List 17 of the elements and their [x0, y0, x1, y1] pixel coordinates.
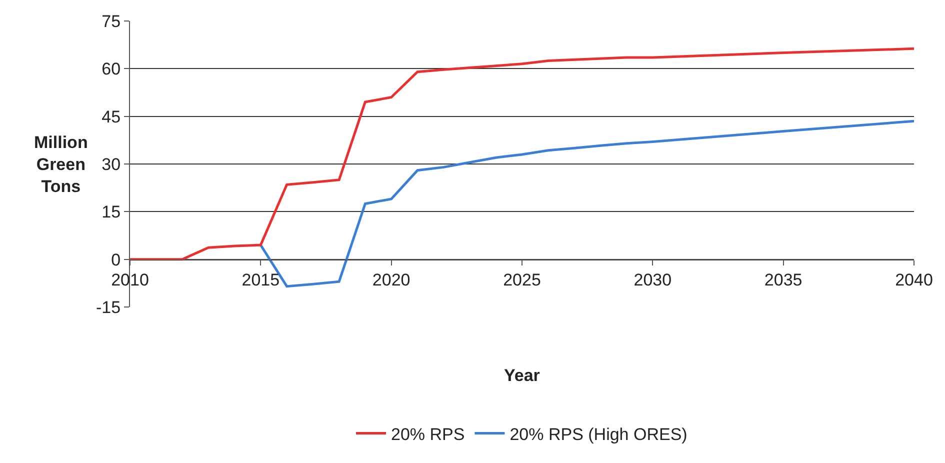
legend-label: 20% RPS (High ORES): [510, 424, 688, 444]
x-tick-label: 2030: [634, 270, 672, 290]
y-tick-label: 0: [111, 250, 121, 270]
x-tick-label: 2020: [372, 270, 410, 290]
y-tick-label: -15: [96, 298, 121, 317]
x-tick-label: 2035: [764, 270, 802, 290]
x-tick-label: 2040: [895, 270, 933, 290]
y-tick-label: 15: [102, 202, 121, 222]
y-axis-title: Million Green Tons: [34, 133, 88, 196]
y-tick-label: 60: [102, 60, 121, 79]
y-tick-label: 45: [102, 107, 121, 126]
x-tick-label: 2025: [503, 270, 541, 290]
legend-label: 20% RPS: [391, 424, 465, 444]
x-axis-title: Year: [504, 366, 540, 385]
y-tick-label: 30: [102, 154, 121, 174]
y-tick-label: 75: [102, 12, 121, 31]
x-tick-label: 2015: [242, 270, 280, 290]
